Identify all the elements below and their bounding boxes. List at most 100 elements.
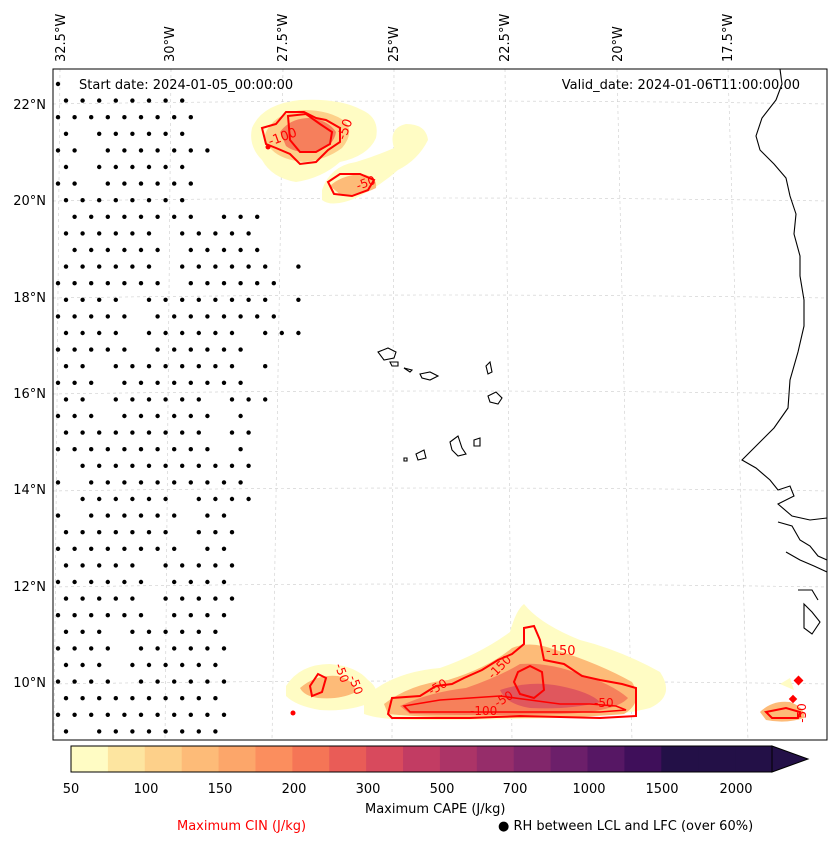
rh-stipple-dot <box>80 662 85 668</box>
rh-stipple-dot <box>255 247 260 253</box>
rh-stipple-dot <box>80 297 85 302</box>
rh-stipple-dot <box>97 596 102 601</box>
rh-stipple-dot <box>163 397 168 402</box>
rh-stipple-dot <box>196 430 201 435</box>
rh-stipple-dot <box>146 397 152 402</box>
rh-stipple-dot <box>105 314 111 319</box>
rh-stipple-dot <box>97 131 102 136</box>
rh-stipple-dot <box>55 613 61 618</box>
rh-stipple-dot <box>180 164 185 170</box>
colorbar-segment <box>550 746 589 772</box>
rh-stipple-dot <box>138 679 144 684</box>
rh-stipple-dot <box>105 247 111 253</box>
rh-stipple-dot <box>72 712 77 717</box>
rh-stipple-dot <box>130 231 135 236</box>
cin-contour-label: -100 <box>470 704 498 718</box>
rh-stipple-dot <box>188 214 193 219</box>
rh-stipple-dot <box>172 579 177 585</box>
rh-stipple-dot <box>155 115 160 120</box>
rh-stipple-dot <box>130 496 135 502</box>
rh-stipple-dot <box>155 447 160 452</box>
rh-stipple-dot <box>122 712 127 717</box>
rh-stipple-dot <box>122 480 127 485</box>
rh-stipple-dot <box>155 214 160 219</box>
rh-stipple-dot <box>163 164 168 170</box>
rh-stipple-dot <box>146 98 152 103</box>
rh-stipple-dot <box>138 480 144 485</box>
rh-stipple-dot <box>246 231 251 236</box>
rh-stipple-dot <box>55 347 61 352</box>
rh-stipple-dot <box>255 214 260 219</box>
lat-label-10n: 10°N <box>13 676 46 691</box>
rh-stipple-dot <box>55 579 61 585</box>
rh-stipple-dot <box>122 513 127 518</box>
cape-field-south <box>286 604 805 722</box>
rh-stipple-dot <box>113 729 119 734</box>
rh-stipple-dot <box>146 164 152 170</box>
rh-stipple-dot <box>155 679 160 684</box>
lat-label-12n: 12°N <box>13 580 46 595</box>
rh-stipple-dot <box>113 496 119 502</box>
rh-stipple-dot <box>122 380 127 385</box>
rh-stipple-dot <box>89 115 94 120</box>
rh-stipple-dot <box>130 198 135 203</box>
rh-stipple-dot <box>130 98 135 103</box>
colorbar-label: Maximum CAPE (J/kg) <box>365 802 506 817</box>
cin-contour-label: -150 <box>546 644 576 659</box>
rh-stipple-dot <box>246 463 251 468</box>
rh-stipple-dot <box>229 496 235 502</box>
cin-contour-label: -50 <box>594 696 614 710</box>
rh-stipple-field <box>55 81 301 734</box>
rh-stipple-dot <box>55 679 61 684</box>
rh-stipple-dot <box>130 696 135 701</box>
rh-stipple-dot <box>63 530 69 535</box>
rh-stipple-dot <box>89 447 94 452</box>
rh-stipple-dot <box>172 646 177 651</box>
rh-stipple-dot <box>63 430 69 435</box>
rh-stipple-dot <box>113 297 119 302</box>
rh-stipple-dot <box>221 579 227 585</box>
rh-stipple-dot <box>146 364 152 369</box>
rh-stipple-dot <box>105 181 111 186</box>
rh-stipple-dot <box>163 563 168 568</box>
colorbar-segment <box>71 746 109 772</box>
rh-stipple-dot <box>238 380 243 385</box>
rh-stipple-dot <box>172 148 177 153</box>
colorbar-tick: 700 <box>502 782 528 797</box>
rh-stipple-dot <box>205 579 210 585</box>
rh-stipple-dot <box>205 480 210 485</box>
rh-stipple-dot <box>55 480 61 485</box>
rh-stipple-dot <box>221 247 227 253</box>
rh-stipple-dot <box>80 364 85 369</box>
rh-stipple-dot <box>196 463 201 468</box>
rh-stipple-dot <box>213 231 218 236</box>
colorbar-segment <box>439 746 478 772</box>
rh-stipple-dot <box>180 662 185 668</box>
rh-stipple-dot <box>196 696 201 701</box>
rh-stipple-dot <box>113 131 119 136</box>
rh-stipple-dot <box>213 729 218 734</box>
rh-stipple-dot <box>105 513 111 518</box>
colorbar-tick: 500 <box>429 782 455 797</box>
colorbar-tick: 50 <box>62 782 80 797</box>
rh-stipple-dot <box>122 579 127 585</box>
rh-stipple-dot <box>63 231 69 236</box>
rh-stipple-dot <box>172 679 177 684</box>
rh-stipple-dot <box>72 579 77 585</box>
rh-stipple-dot <box>138 613 144 618</box>
rh-stipple-dot <box>146 198 152 203</box>
rh-stipple-dot <box>55 115 61 120</box>
rh-stipple-dot <box>188 281 193 286</box>
rh-stipple-dot <box>138 712 144 717</box>
rh-stipple-dot <box>238 480 243 485</box>
rh-stipple-dot <box>55 646 61 651</box>
rh-stipple-dot <box>89 546 94 551</box>
rh-stipple-dot <box>146 231 152 236</box>
rh-stipple-dot <box>113 563 119 568</box>
colorbar-segment <box>181 746 220 772</box>
rh-stipple-dot <box>63 297 69 302</box>
rh-stipple-dot <box>221 380 227 385</box>
rh-stipple-dot <box>213 496 218 502</box>
rh-stipple-dot <box>221 214 227 219</box>
rh-stipple-dot <box>63 563 69 568</box>
